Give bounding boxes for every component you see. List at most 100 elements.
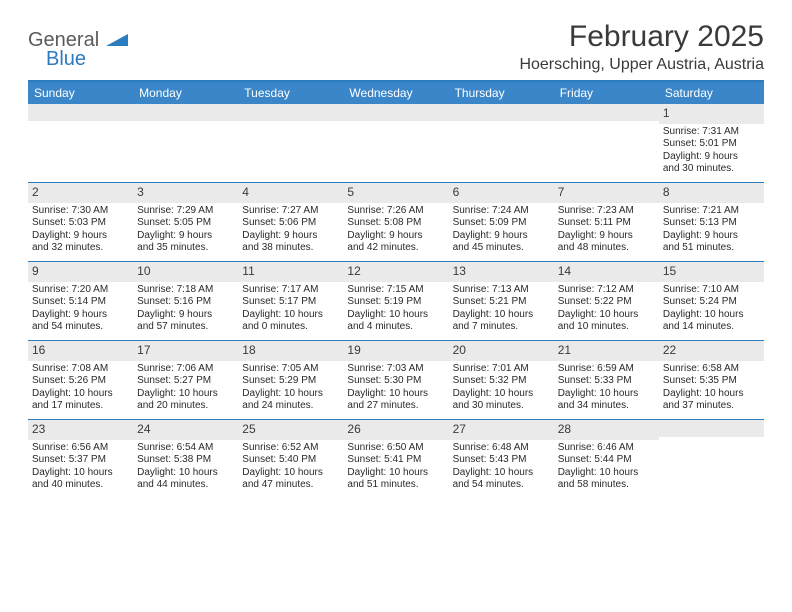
day-day1: Daylight: 9 hours <box>663 151 760 164</box>
day-day2: and 47 minutes. <box>242 479 339 492</box>
day-sunset: Sunset: 5:05 PM <box>137 217 234 230</box>
dow-tuesday: Tuesday <box>238 82 343 104</box>
day-number: 9 <box>32 264 39 278</box>
day-sunrise: Sunrise: 6:54 AM <box>137 442 234 455</box>
day-day2: and 44 minutes. <box>137 479 234 492</box>
day-body: Sunrise: 6:58 AMSunset: 5:35 PMDaylight:… <box>659 361 764 419</box>
day-sunrise: Sunrise: 7:15 AM <box>347 284 444 297</box>
day-cell <box>343 104 448 182</box>
day-day2: and 20 minutes. <box>137 400 234 413</box>
day-sunset: Sunset: 5:09 PM <box>453 217 550 230</box>
brand-blue: Blue <box>28 49 128 69</box>
day-sunset: Sunset: 5:43 PM <box>453 454 550 467</box>
day-day2: and 0 minutes. <box>242 321 339 334</box>
day-day2: and 51 minutes. <box>663 242 760 255</box>
day-day2: and 30 minutes. <box>453 400 550 413</box>
day-day2: and 34 minutes. <box>558 400 655 413</box>
day-sunset: Sunset: 5:44 PM <box>558 454 655 467</box>
day-number: 26 <box>347 422 360 436</box>
day-cell: 1Sunrise: 7:31 AMSunset: 5:01 PMDaylight… <box>659 104 764 182</box>
day-body: Sunrise: 7:21 AMSunset: 5:13 PMDaylight:… <box>659 203 764 261</box>
day-body: Sunrise: 6:52 AMSunset: 5:40 PMDaylight:… <box>238 440 343 498</box>
day-day1: Daylight: 9 hours <box>137 309 234 322</box>
day-cell: 28Sunrise: 6:46 AMSunset: 5:44 PMDayligh… <box>554 420 659 498</box>
day-sunrise: Sunrise: 7:01 AM <box>453 363 550 376</box>
day-number: 14 <box>558 264 571 278</box>
day-cell: 16Sunrise: 7:08 AMSunset: 5:26 PMDayligh… <box>28 341 133 419</box>
day-number-row: 26 <box>343 420 448 440</box>
brand-logo: General Blue <box>28 20 128 69</box>
day-day2: and 54 minutes. <box>32 321 129 334</box>
day-body <box>659 437 764 497</box>
day-number: 12 <box>347 264 360 278</box>
day-body: Sunrise: 6:56 AMSunset: 5:37 PMDaylight:… <box>28 440 133 498</box>
day-day1: Daylight: 10 hours <box>453 309 550 322</box>
day-sunrise: Sunrise: 7:24 AM <box>453 205 550 218</box>
day-number: 2 <box>32 185 39 199</box>
day-number: 25 <box>242 422 255 436</box>
day-cell <box>554 104 659 182</box>
day-cell <box>28 104 133 182</box>
day-body: Sunrise: 7:03 AMSunset: 5:30 PMDaylight:… <box>343 361 448 419</box>
day-number-row: 21 <box>554 341 659 361</box>
day-sunrise: Sunrise: 6:46 AM <box>558 442 655 455</box>
day-number: 6 <box>453 185 460 199</box>
day-sunrise: Sunrise: 6:56 AM <box>32 442 129 455</box>
day-sunrise: Sunrise: 7:31 AM <box>663 126 760 139</box>
day-day1: Daylight: 10 hours <box>137 388 234 401</box>
day-cell: 8Sunrise: 7:21 AMSunset: 5:13 PMDaylight… <box>659 183 764 261</box>
day-number-row: 8 <box>659 183 764 203</box>
day-day2: and 30 minutes. <box>663 163 760 176</box>
day-sunrise: Sunrise: 7:12 AM <box>558 284 655 297</box>
day-day2: and 17 minutes. <box>32 400 129 413</box>
day-number: 17 <box>137 343 150 357</box>
day-body: Sunrise: 7:17 AMSunset: 5:17 PMDaylight:… <box>238 282 343 340</box>
dow-sunday: Sunday <box>28 82 133 104</box>
day-sunset: Sunset: 5:37 PM <box>32 454 129 467</box>
calendar: Sunday Monday Tuesday Wednesday Thursday… <box>28 80 764 498</box>
day-sunrise: Sunrise: 6:59 AM <box>558 363 655 376</box>
day-sunset: Sunset: 5:41 PM <box>347 454 444 467</box>
day-sunset: Sunset: 5:06 PM <box>242 217 339 230</box>
day-number-row <box>343 104 448 121</box>
day-day2: and 32 minutes. <box>32 242 129 255</box>
day-body: Sunrise: 7:10 AMSunset: 5:24 PMDaylight:… <box>659 282 764 340</box>
day-number-row <box>133 104 238 121</box>
day-number: 22 <box>663 343 676 357</box>
day-body: Sunrise: 7:27 AMSunset: 5:06 PMDaylight:… <box>238 203 343 261</box>
day-sunrise: Sunrise: 7:18 AM <box>137 284 234 297</box>
day-cell: 9Sunrise: 7:20 AMSunset: 5:14 PMDaylight… <box>28 262 133 340</box>
day-number: 20 <box>453 343 466 357</box>
day-of-week-header: Sunday Monday Tuesday Wednesday Thursday… <box>28 82 764 104</box>
day-sunset: Sunset: 5:21 PM <box>453 296 550 309</box>
day-day1: Daylight: 10 hours <box>453 467 550 480</box>
day-cell <box>133 104 238 182</box>
day-number: 16 <box>32 343 45 357</box>
day-day2: and 14 minutes. <box>663 321 760 334</box>
day-cell: 19Sunrise: 7:03 AMSunset: 5:30 PMDayligh… <box>343 341 448 419</box>
day-cell: 20 Sunrise: 7:01 AMSunset: 5:32 PMDayligh… <box>449 341 554 419</box>
day-body: Sunrise: 6:54 AMSunset: 5:38 PMDaylight:… <box>133 440 238 498</box>
day-number-row: 4 <box>238 183 343 203</box>
day-day1: Daylight: 10 hours <box>453 388 550 401</box>
day-day1: Daylight: 9 hours <box>137 230 234 243</box>
day-number: 10 <box>137 264 150 278</box>
day-number-row <box>238 104 343 121</box>
day-number-row <box>659 420 764 437</box>
day-body: Sunrise: 7:24 AMSunset: 5:09 PMDaylight:… <box>449 203 554 261</box>
day-number-row <box>449 104 554 121</box>
day-sunset: Sunset: 5:32 PM <box>453 375 550 388</box>
day-number-row: 11 <box>238 262 343 282</box>
day-number: 21 <box>558 343 571 357</box>
day-number: 24 <box>137 422 150 436</box>
day-day2: and 40 minutes. <box>32 479 129 492</box>
day-number-row: 27 <box>449 420 554 440</box>
day-cell: 5Sunrise: 7:26 AMSunset: 5:08 PMDaylight… <box>343 183 448 261</box>
day-sunset: Sunset: 5:22 PM <box>558 296 655 309</box>
week-row: 9Sunrise: 7:20 AMSunset: 5:14 PMDaylight… <box>28 262 764 341</box>
day-sunrise: Sunrise: 7:30 AM <box>32 205 129 218</box>
day-body: Sunrise: 6:46 AMSunset: 5:44 PMDaylight:… <box>554 440 659 498</box>
day-number-row: 14 <box>554 262 659 282</box>
day-day1: Daylight: 9 hours <box>558 230 655 243</box>
day-number: 18 <box>242 343 255 357</box>
